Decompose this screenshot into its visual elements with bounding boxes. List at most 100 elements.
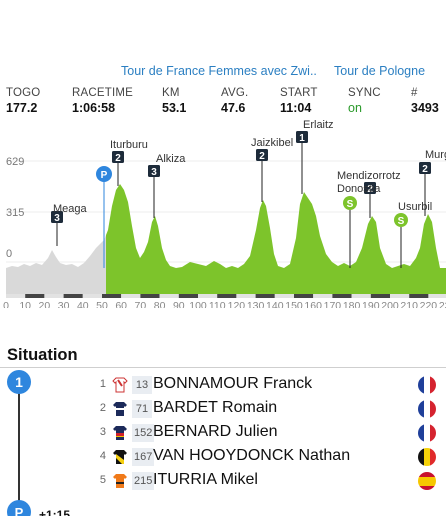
tab-tour-de-pologne[interactable]: Tour de Pologne (334, 64, 426, 78)
peloton-badge[interactable]: P (7, 500, 31, 516)
axis-segment (121, 294, 141, 298)
y-tick-label: 0 (6, 248, 12, 260)
axis-segment (63, 294, 83, 298)
stat-km: KM 53.1 (162, 86, 186, 116)
sprint-marker-label: S (398, 216, 405, 227)
stat-label: RACETIME (72, 87, 134, 99)
x-tick-label: 110 (209, 300, 226, 308)
climb-category: 2 (422, 164, 428, 175)
group-gap: +1:15 (39, 508, 71, 516)
climb-name: Murg (425, 149, 446, 161)
x-tick-label: 120 (228, 300, 246, 308)
profile-remaining-area (106, 184, 446, 294)
x-axis: 0 10 20 30 40 50 60 70 80 90 100 110 120 130 140 150 160… (3, 294, 446, 308)
profile-completed-area (6, 235, 106, 294)
x-tick-label: 210 (400, 300, 418, 308)
x-tick-label: 40 (77, 300, 89, 308)
stat-sync[interactable]: SYNC on (348, 86, 381, 116)
climb-category-badge[interactable] (364, 182, 376, 194)
climb-category: 2 (367, 184, 373, 195)
climb-category: 2 (259, 151, 265, 162)
axis-segment (409, 294, 429, 298)
flag-france-icon (418, 400, 436, 418)
rider-name[interactable]: BARDET Romain (153, 399, 278, 416)
sprint-marker[interactable] (343, 196, 357, 210)
timeline-line (18, 386, 20, 506)
axis-segment (274, 294, 294, 298)
rider-row[interactable]: 2 71 BARDET Romain (0, 398, 446, 420)
rider-position: 1 (99, 378, 106, 390)
profile-completed-shape (6, 235, 106, 294)
climb-category-badge[interactable] (51, 211, 63, 223)
climb-name: Mendizorrotz (337, 170, 401, 182)
x-tick-label: 80 (154, 300, 166, 308)
climb-name: Erlaitz (303, 119, 334, 131)
axis-segment (198, 294, 218, 298)
profile-remaining-shape (106, 184, 446, 294)
axis-segment (351, 294, 371, 298)
rider-row[interactable]: 5 215 ITURRIA Mikel (0, 470, 446, 492)
rider-position: 4 (99, 450, 106, 462)
x-tick-label: 140 (266, 300, 284, 308)
x-tick-label: 170 (324, 300, 342, 308)
rider-row[interactable]: 4 167 VAN HOOYDONCK Nathan (0, 446, 446, 468)
x-tick-label: 220 (420, 300, 438, 308)
rider-row[interactable]: 1 13 BONNAMOUR Franck (0, 374, 446, 396)
rider-row[interactable]: 3 152 BERNARD Julien (0, 422, 446, 444)
rider-name[interactable]: BERNARD Julien (153, 423, 278, 440)
climb-name: Iturburu (110, 139, 148, 151)
climb-category: 3 (54, 213, 60, 224)
x-tick-label: 50 (96, 300, 108, 308)
sprint-marker[interactable] (394, 213, 408, 227)
axis-segment (82, 294, 102, 298)
stat-start: START 11:04 (280, 86, 318, 116)
climb-category: 1 (299, 133, 305, 144)
climb-category-badge[interactable] (419, 162, 431, 174)
axis-segment (25, 294, 45, 298)
tab-tour-de-france-femmes[interactable]: Tour de France Femmes avec Zwi.. (121, 64, 317, 78)
climb-category-badge[interactable] (296, 131, 308, 143)
climb-category-badge[interactable] (148, 165, 160, 177)
climb-name: Jaizkibel (251, 137, 293, 149)
axis-segment (332, 294, 352, 298)
stat-label: # (411, 87, 418, 99)
stat-value: 47.6 (221, 101, 246, 115)
stat-label: TOGO (6, 87, 41, 99)
x-tick-label: 100 (189, 300, 207, 308)
situation-title: Situation (7, 346, 78, 364)
divider (0, 367, 446, 368)
rider-name[interactable]: VAN HOOYDONCK Nathan (153, 447, 351, 464)
stat-count: # 3493 (411, 86, 439, 116)
axis-segment (140, 294, 160, 298)
climb-category-badge[interactable] (256, 149, 268, 161)
axis-segment (44, 294, 64, 298)
rider-name[interactable]: BONNAMOUR Franck (153, 375, 313, 392)
sync-status[interactable]: on (348, 101, 362, 115)
stat-label: SYNC (348, 87, 381, 99)
x-tick-label: 190 (362, 300, 380, 308)
axis-segment (102, 294, 122, 298)
team-jersey-icon (111, 424, 129, 442)
rider-name[interactable]: ITURRIA Mikel (153, 471, 258, 488)
stat-value: 11:04 (280, 101, 312, 115)
y-tick-label: 315 (6, 207, 24, 219)
rider-position: 3 (99, 426, 106, 438)
position-marker[interactable] (96, 166, 112, 182)
climb-category: 3 (151, 167, 157, 178)
x-tick-label: 150 (285, 300, 303, 308)
group-badge[interactable]: 1 (7, 370, 31, 394)
climb-category-badge[interactable] (112, 151, 124, 163)
team-jersey-icon (111, 376, 129, 394)
stage-profile[interactable]: 0 315 629 0 10 20 30 40 50 60 70 80 90 100 110 120 13… (0, 118, 446, 308)
stat-label: KM (162, 87, 180, 99)
bib-number: 13 (132, 376, 152, 394)
flag-belgium-icon (418, 448, 436, 466)
x-tick-label: 230 (439, 300, 446, 308)
stat-value: 53.1 (162, 101, 187, 115)
team-jersey-icon (111, 472, 129, 490)
stat-racetime: RACETIME 1:06:58 (72, 86, 133, 116)
x-tick-label: 60 (115, 300, 127, 308)
flag-france-icon (418, 376, 436, 394)
climb-category: 2 (115, 153, 121, 164)
